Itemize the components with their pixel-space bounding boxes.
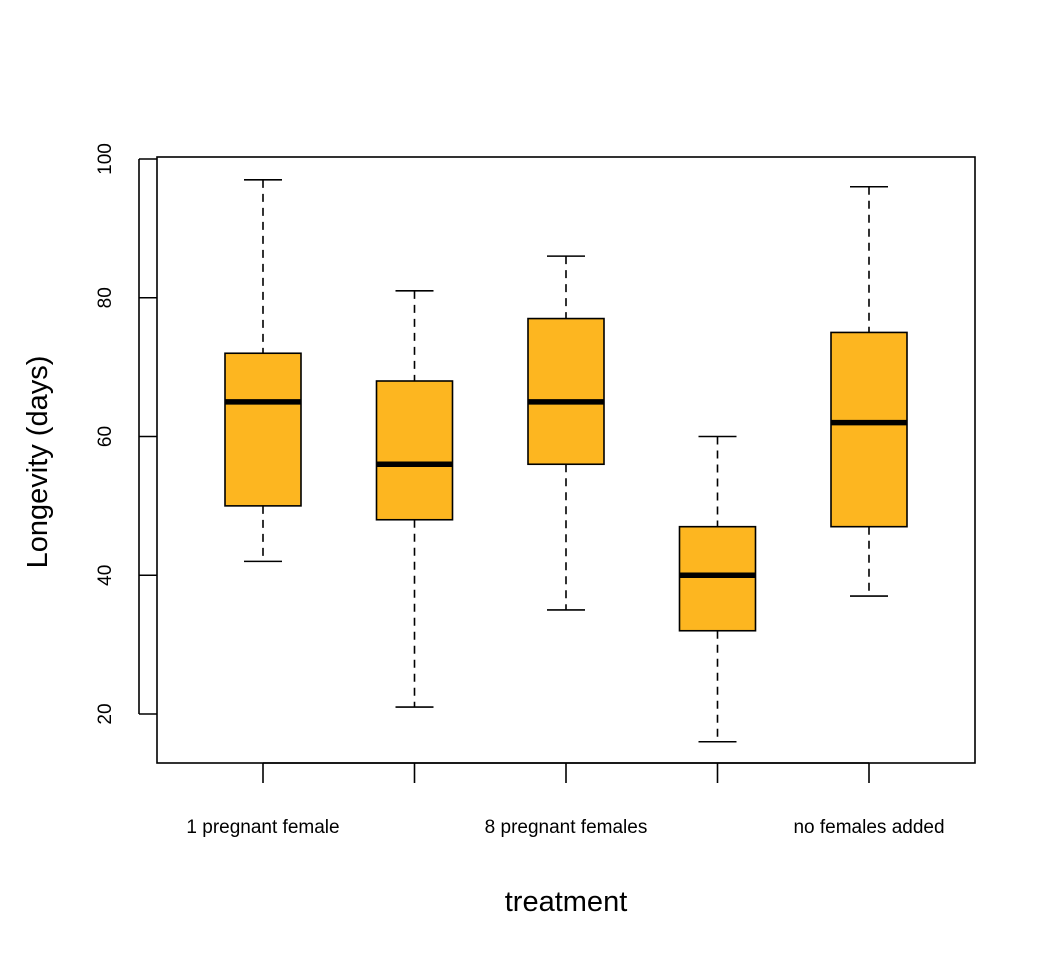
- box-group: [375, 290, 454, 708]
- x-tick-label: 1 pregnant female: [186, 817, 339, 838]
- y-tick-label: 60: [95, 426, 116, 447]
- x-axis: 1 pregnant female 8 pregnant females no fe…: [186, 762, 945, 838]
- iqr-box: [678, 525, 757, 632]
- box-group: [678, 435, 757, 743]
- x-tick-label: 8 pregnant females: [485, 817, 648, 838]
- box-group: [527, 255, 605, 611]
- boxes: [224, 179, 908, 743]
- box-group: [224, 179, 302, 563]
- x-axis-title: treatment: [505, 886, 628, 918]
- y-tick-label: 40: [95, 565, 116, 586]
- y-axis-title: Longevity (days): [22, 356, 54, 569]
- box-group: [830, 185, 908, 597]
- x-tick-label: no females added: [793, 817, 944, 838]
- iqr-box: [830, 331, 908, 528]
- y-tick-label: 20: [95, 703, 116, 724]
- y-axis: 20 40 60 80 100: [95, 143, 157, 725]
- iqr-box: [224, 352, 302, 507]
- iqr-box: [527, 317, 605, 466]
- y-tick-label: 100: [95, 143, 116, 175]
- iqr-box: [375, 380, 454, 521]
- y-tick-label: 80: [95, 287, 116, 308]
